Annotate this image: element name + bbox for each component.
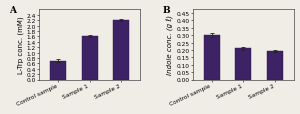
Text: A: A xyxy=(9,6,16,15)
Bar xyxy=(113,21,129,80)
Y-axis label: L-Trp conc. (mM): L-Trp conc. (mM) xyxy=(18,16,24,74)
Bar xyxy=(50,61,66,80)
Bar xyxy=(236,49,251,80)
Bar xyxy=(204,36,220,80)
Text: B: B xyxy=(163,6,170,15)
Bar xyxy=(267,51,283,80)
Bar xyxy=(82,37,98,80)
Y-axis label: Indole conc. (g ℓ): Indole conc. (g ℓ) xyxy=(167,15,174,75)
